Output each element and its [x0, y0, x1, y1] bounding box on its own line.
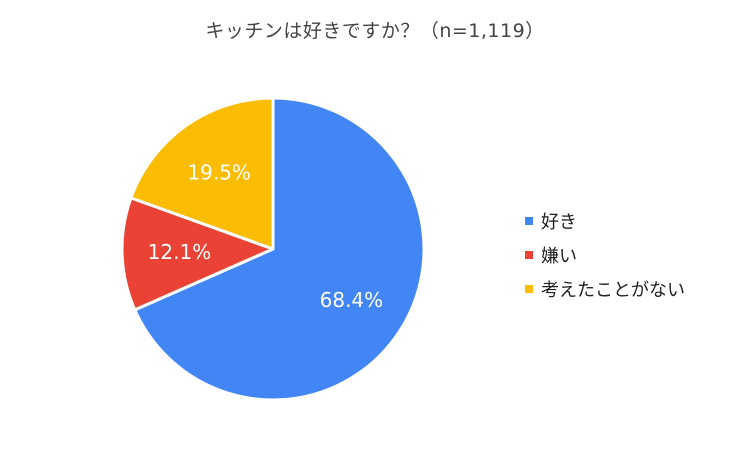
pie-slice-like — [133, 96, 426, 402]
legend-label-dislike: 嫌い — [541, 246, 577, 267]
legend-swatch-like — [525, 217, 533, 225]
legend-swatch-never-thought — [525, 285, 533, 293]
legend-swatch-dislike — [525, 251, 533, 259]
legend-item-dislike: 嫌い — [525, 238, 685, 272]
legend: 好き 嫌い 考えたことがない — [525, 204, 685, 306]
legend-item-never-thought: 考えたことがない — [525, 272, 685, 306]
legend-item-like: 好き — [525, 204, 685, 238]
slice-label-never-thought: 19.5% — [187, 160, 251, 184]
legend-label-never-thought: 考えたことがない — [541, 280, 685, 301]
pie-slice-never-thought — [129, 96, 275, 251]
slice-label-like: 68.4% — [320, 288, 384, 312]
slice-label-dislike: 12.1% — [148, 240, 212, 264]
legend-label-like: 好き — [541, 212, 577, 233]
chart-title: キッチンは好きですか？（n=1,119） — [205, 20, 545, 42]
pie-slice-dislike — [120, 196, 275, 312]
